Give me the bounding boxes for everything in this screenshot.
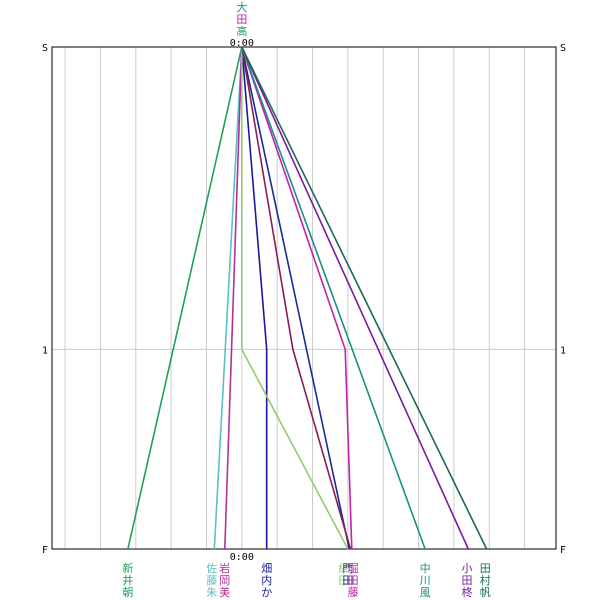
series-line	[241, 47, 349, 550]
runner-name-char: 藤	[206, 574, 217, 587]
grid	[52, 47, 556, 549]
series-group	[127, 46, 488, 550]
runner-name-label: 堀田藤	[348, 562, 359, 599]
x-zero-label-top: 0:00	[230, 38, 254, 49]
runner-name-char: 美	[219, 586, 230, 599]
runner-name-char: 堀	[348, 562, 359, 575]
y-tick-label-left: F	[42, 545, 48, 556]
runner-name-char: 田	[342, 574, 353, 587]
runner-name-char: 田	[348, 574, 359, 587]
runner-name-label: 岩岡美	[219, 561, 230, 599]
x-zero-label-bottom: 0:00	[230, 552, 254, 563]
runner-name-char: 畑	[261, 562, 272, 575]
runner-name-char: 岩	[219, 561, 230, 575]
plot-frame	[51, 46, 557, 550]
series-line	[127, 46, 243, 550]
series-line	[213, 46, 243, 550]
runner-name-char: 田	[480, 562, 491, 575]
runner-name-char: 小	[461, 562, 472, 575]
runner-name-char: 朱	[206, 586, 217, 599]
series-line	[224, 46, 243, 550]
series-line	[241, 46, 353, 550]
series-line	[241, 46, 350, 550]
runner-name-char: 柊	[461, 585, 472, 599]
series-line	[241, 46, 470, 550]
y-tick-label-right: 1	[560, 345, 566, 356]
runner-name-char: 佐	[206, 561, 217, 575]
runner-name-char: 帆	[480, 585, 491, 599]
y-tick-label-left: S	[42, 43, 48, 54]
runner-name-char: 朝	[122, 586, 133, 599]
runner-name-char: 田	[338, 574, 349, 587]
runner-name-label: 田村帆	[480, 562, 491, 599]
runner-name-label: 新井朝	[122, 561, 133, 599]
series-line	[241, 46, 488, 550]
y-tick-labels: S S 1 1 F F	[42, 43, 566, 556]
top-runner-name-char: 田	[236, 13, 247, 26]
runner-name-label: 小田柊	[461, 562, 472, 599]
runner-name-label: 佐藤朱	[206, 561, 217, 599]
runner-name-label: 中川風	[420, 562, 431, 599]
top-runner-name-char: 大	[236, 0, 247, 14]
runner-name-char: か	[261, 586, 272, 599]
runner-name-char: 内	[261, 573, 272, 587]
runner-name-char: 細	[338, 562, 349, 575]
runner-name-char: 岡	[219, 574, 230, 587]
runner-name-char: 田	[461, 574, 472, 587]
runner-name-char: 井	[122, 573, 133, 587]
runner-name-char: 藤	[348, 586, 359, 599]
runner-name-label: 細田	[338, 562, 349, 587]
runner-name-char: 村	[480, 573, 491, 587]
runner-name-char: 風	[420, 586, 431, 599]
runner-name-label: 門田	[342, 562, 353, 587]
runner-name-char: 中	[420, 562, 431, 575]
y-tick-label-right: S	[560, 43, 566, 54]
runner-name-label: 畑内か	[261, 562, 272, 599]
series-line	[241, 46, 352, 550]
top-runner-names: 大田高	[236, 0, 247, 38]
runner-name-char: 門	[342, 562, 353, 575]
y-tick-label-right: F	[560, 545, 566, 556]
runner-name-char: 新	[122, 561, 133, 575]
series-line	[241, 46, 426, 550]
series-line	[241, 46, 268, 549]
top-runner-name-char: 高	[236, 24, 247, 38]
runner-name-char: 川	[420, 574, 431, 587]
y-tick-label-left: 1	[42, 345, 48, 356]
